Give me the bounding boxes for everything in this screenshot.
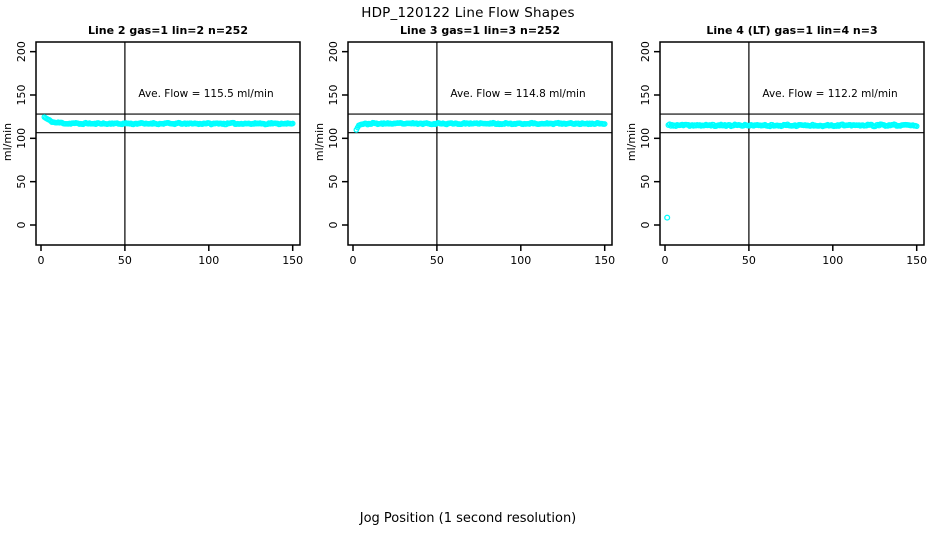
panel-plot-1: Line 2 gas=1 lin=2 n=252 0 50 100 150 200 0 50 1…: [1, 24, 303, 267]
y-axis-label: ml/min: [625, 123, 638, 161]
panel-title: Line 3 gas=1 lin=3 n=252: [400, 24, 560, 37]
y-axis-label: ml/min: [1, 123, 14, 161]
y-tick-label: 100: [327, 128, 340, 149]
ave-flow-annotation: Ave. Flow = 114.8 ml/min: [450, 88, 585, 100]
scatter-points: [41, 114, 296, 128]
y-tick-label: 150: [327, 84, 340, 105]
scatter-points: [353, 119, 608, 133]
x-tick-label: 50: [742, 254, 756, 267]
x-tick-label: 50: [118, 254, 132, 267]
y-tick-label: 0: [639, 222, 652, 229]
y-tick-label: 150: [639, 84, 652, 105]
y-tick-label: 150: [15, 84, 28, 105]
scatter-points: [664, 121, 920, 221]
panel-line4: Line 4 (LT) gas=1 lin=4 n=3 0 50 100 150 200 0…: [624, 0, 936, 290]
panel-title: Line 4 (LT) gas=1 lin=4 n=3: [706, 24, 877, 37]
x-tick-label: 100: [198, 254, 219, 267]
y-tick-label: 200: [15, 41, 28, 62]
y-tick-label: 200: [327, 41, 340, 62]
panel-line3: Line 3 gas=1 lin=3 n=252 0 50 100 150 200 0 50 1…: [312, 0, 624, 290]
ave-flow-annotation: Ave. Flow = 115.5 ml/min: [138, 88, 273, 100]
plot-box: [35, 41, 301, 246]
x-tick-label: 0: [662, 254, 669, 267]
x-tick-label: 150: [282, 254, 303, 267]
y-tick-label: 100: [15, 128, 28, 149]
y-tick-label: 50: [327, 175, 340, 189]
y-tick-label: 100: [639, 128, 652, 149]
ave-flow-annotation: Ave. Flow = 112.2 ml/min: [762, 88, 897, 100]
panel-plot-2: Line 3 gas=1 lin=3 n=252 0 50 100 150 200 0 50 1…: [313, 24, 615, 267]
x-axis-label: Jog Position (1 second resolution): [359, 511, 577, 526]
x-tick-label: 50: [430, 254, 444, 267]
x-tick-label: 0: [38, 254, 45, 267]
panel-title: Line 2 gas=1 lin=2 n=252: [88, 24, 248, 37]
x-tick-label: 150: [594, 254, 615, 267]
y-axis-label: ml/min: [313, 123, 326, 161]
plot-box: [659, 41, 925, 246]
x-tick-label: 100: [510, 254, 531, 267]
x-tick-label: 100: [822, 254, 843, 267]
y-tick-label: 50: [639, 175, 652, 189]
figure-title: HDP_120122 Line Flow Shapes: [361, 5, 575, 21]
y-tick-label: 0: [327, 222, 340, 229]
x-tick-label: 150: [906, 254, 927, 267]
y-tick-label: 50: [15, 175, 28, 189]
panel-plot-3: Line 4 (LT) gas=1 lin=4 n=3 0 50 100 150 200 0…: [625, 24, 927, 267]
outlier-point: [664, 214, 671, 221]
panel-line2: Line 2 gas=1 lin=2 n=252 0 50 100 150 200 0 50 1…: [0, 0, 312, 290]
y-tick-label: 0: [15, 222, 28, 229]
plot-box: [347, 41, 613, 246]
x-tick-label: 0: [350, 254, 357, 267]
y-tick-label: 200: [639, 41, 652, 62]
